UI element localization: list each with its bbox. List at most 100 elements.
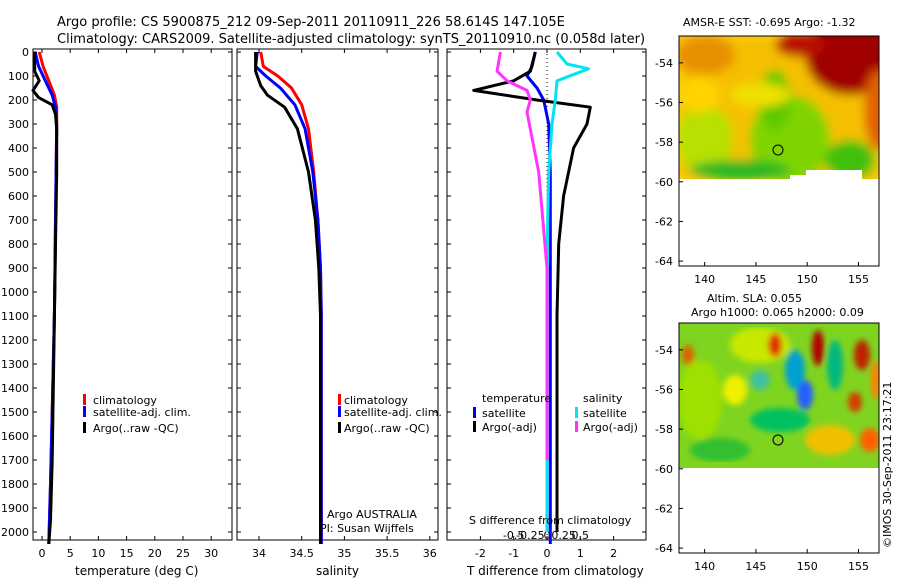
legend-label-climatology: climatology [93, 394, 157, 407]
sst-map-title: AMSR-E SST: -0.695 Argo: -1.32 [683, 16, 855, 29]
legend-label-argo: Argo(..raw -QC) [344, 422, 430, 435]
map-x-tick-label: 150 [797, 273, 818, 286]
x-tick-label-t: 1 [577, 547, 584, 560]
salinity-xlabel: salinity [316, 564, 359, 578]
depth-tick-label: 1500 [1, 406, 29, 419]
credit-line2: PI: Susan Wijffels [320, 522, 414, 535]
salinity-panel: 34 34.5 35 35.5 36 salinity climatology sate… [236, 48, 442, 578]
map-y-tick-label: -58 [655, 423, 673, 436]
legend-swatch-climatology [338, 394, 341, 405]
legend-swatch-satellite [83, 406, 86, 417]
sla-map-title1: Altim. SLA: 0.055 [707, 292, 802, 305]
x-tick-label-s: 0.25 [551, 529, 576, 542]
depth-tick-label: 1900 [1, 502, 29, 515]
depth-tick-label: 1000 [1, 286, 29, 299]
legend-swatch-argo [83, 422, 86, 433]
x-tick-label-t: -1 [508, 547, 519, 560]
map-y-tick-label: -54 [655, 57, 673, 70]
depth-tick-label: 1600 [1, 430, 29, 443]
legend-swatch-climatology [83, 394, 86, 405]
sst-map-frame [678, 35, 880, 267]
depth-tick-label: 1800 [1, 478, 29, 491]
depth-tick-label: 300 [8, 118, 29, 131]
x-tick-label-s: 0 [544, 529, 551, 542]
legend-head-salinity: salinity [583, 392, 623, 405]
depth-tick-label: 700 [8, 214, 29, 227]
series-line [31, 52, 59, 545]
legend-swatch-s-argo [575, 421, 578, 432]
x-tick-label: 25 [176, 547, 190, 560]
figure-title-line1: Argo profile: CS 5900875_212 09-Sep-2011… [57, 15, 565, 30]
x-tick-label-t: 2 [610, 547, 617, 560]
sla-map-ticks: 140 145 150 155 -54 -56 -58 -60 -62 -64 [655, 344, 869, 573]
depth-tick-label: 100 [8, 70, 29, 83]
difference-xlabel: T difference from climatology [466, 564, 644, 578]
sst-map-ticks: 140 145 150 155 -54 -56 -58 -60 -62 -64 [655, 57, 869, 286]
sla-map-panel: Altim. SLA: 0.055 Argo h1000: 0.065 h200… [655, 292, 880, 573]
depth-tick-label: 2000 [1, 526, 29, 539]
figure-title-line2: Climatology: CARS2009. Satellite-adjuste… [57, 32, 645, 47]
map-y-tick-label: -54 [655, 344, 673, 357]
legend-label-satellite: satellite-adj. clim. [93, 406, 191, 419]
difference-x-ticks: -2 -1 0 1 2 -0.5-0.250 0.250.5 [475, 49, 617, 560]
depth-tick-label: 1300 [1, 358, 29, 371]
legend-label-s-satellite: satellite [583, 407, 627, 420]
map-x-tick-label: 145 [745, 273, 766, 286]
legend-label-climatology: climatology [344, 394, 408, 407]
x-tick-label: 36 [423, 547, 437, 560]
sst-map-panel: AMSR-E SST: -0.695 Argo: -1.32 14 [655, 16, 880, 286]
map-x-tick-label: 155 [848, 273, 869, 286]
x-tick-label-s: 0.5 [572, 529, 590, 542]
legend-swatch-s-satellite [575, 407, 578, 418]
salinity-x-ticks: 34 34.5 35 35.5 36 [252, 49, 437, 560]
difference-legend: temperature salinity satellite Argo(-adj… [473, 392, 638, 434]
depth-tick-label: 1200 [1, 334, 29, 347]
map-y-tick-label: -64 [655, 255, 673, 268]
imos-stamp: ©IMOS 30-Sep-2011 23:17:21 [881, 382, 894, 548]
legend-swatch-satellite [338, 406, 341, 417]
credit-line1: Argo AUSTRALIA [327, 508, 417, 521]
difference-panel: -2 -1 0 1 2 -0.5-0.250 0.250.5 T difference fr… [446, 48, 647, 578]
map-x-tick-label: 150 [797, 560, 818, 573]
depth-tick-label: 0 [22, 46, 29, 59]
map-y-tick-label: -60 [655, 176, 673, 189]
temperature-x-ticks: 0 5 10 15 20 25 30 [39, 49, 218, 560]
depth-tick-label: 600 [8, 190, 29, 203]
x-tick-label: 15 [120, 547, 134, 560]
difference-s-label: S difference from climatology [469, 514, 632, 527]
difference-lines [472, 51, 592, 544]
x-tick-label-s: -0.5 [503, 529, 524, 542]
map-y-tick-label: -56 [655, 383, 673, 396]
map-y-tick-label: -58 [655, 136, 673, 149]
x-tick-label: 5 [67, 547, 74, 560]
temperature-lines [31, 51, 59, 545]
depth-tick-label: 200 [8, 94, 29, 107]
series-line [254, 52, 322, 544]
temperature-legend: climatology satellite-adj. clim. Argo(..… [83, 394, 191, 435]
legend-swatch-t-argo [473, 421, 476, 432]
temperature-plot-frame [32, 48, 233, 541]
temperature-panel: 0100200300400500600700800900100011001200… [1, 46, 233, 578]
map-y-tick-label: -62 [655, 215, 673, 228]
depth-tick-label: 900 [8, 262, 29, 275]
x-tick-label: 10 [91, 547, 105, 560]
sst-field [679, 36, 879, 179]
map-x-tick-label: 140 [694, 273, 715, 286]
depth-tick-label: 1100 [1, 310, 29, 323]
depth-tick-label: 400 [8, 142, 29, 155]
x-tick-label-t: 0 [544, 547, 551, 560]
series-line [525, 51, 552, 544]
x-tick-label: 34.5 [289, 547, 314, 560]
legend-label-t-argo: Argo(-adj) [482, 421, 537, 434]
x-tick-label: 0 [39, 547, 46, 560]
map-y-tick-label: -64 [655, 542, 673, 555]
map-y-tick-label: -56 [655, 96, 673, 109]
depth-tick-label: 1400 [1, 382, 29, 395]
legend-label-satellite: satellite-adj. clim. [344, 406, 442, 419]
legend-label-t-satellite: satellite [482, 407, 526, 420]
temperature-depth-ticks: 0 100 200 300 400 500 600 700 800 900 1000 1100 1200… [1, 46, 232, 539]
map-x-tick-label: 155 [848, 560, 869, 573]
map-x-tick-label: 140 [694, 560, 715, 573]
map-y-tick-label: -62 [655, 502, 673, 515]
sla-map-title2: Argo h1000: 0.065 h2000: 0.09 [691, 306, 864, 319]
